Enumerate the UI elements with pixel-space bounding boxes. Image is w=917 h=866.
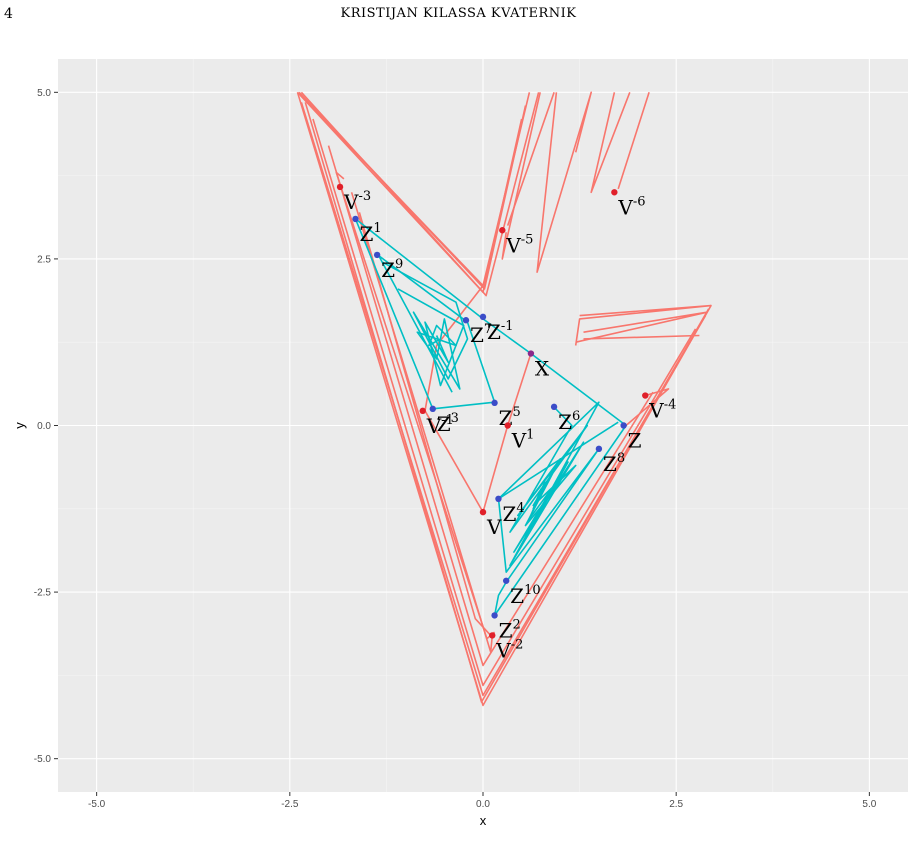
point-marker [550, 403, 558, 411]
point-label: Z3 [437, 411, 459, 436]
cyan-orbit-path [354, 218, 496, 410]
running-head: KRISTIJAN KILASSA KVATERNIK [340, 6, 577, 21]
red-orbit-path [300, 91, 540, 297]
cyan-orbit-path [397, 288, 465, 387]
cyan-orbit-path [497, 401, 600, 567]
x-axis-title: x [480, 813, 487, 828]
red-orbit-path [501, 92, 541, 260]
red-orbit-path [424, 353, 532, 513]
y-tick-label: -5.0 [34, 754, 52, 765]
point-marker [336, 183, 344, 191]
grid [58, 59, 908, 792]
y-tick-label: 5.0 [37, 88, 51, 99]
point-label: Z-1 [487, 319, 514, 344]
red-orbit-path [506, 92, 555, 226]
x-tick-label: -2.5 [281, 799, 299, 810]
point-marker [620, 422, 627, 429]
cyan-orbit-path [497, 421, 619, 583]
cyan-orbit-path [382, 261, 469, 390]
y-axis-title: y [12, 422, 27, 429]
point-marker [642, 392, 649, 399]
point-label: Z4 [502, 501, 524, 526]
red-orbit-path [625, 388, 670, 427]
point-marker [462, 317, 470, 324]
point-marker [419, 407, 426, 415]
red-orbit-path [583, 334, 700, 340]
red-orbit-path [424, 285, 484, 411]
point-marker [495, 495, 502, 502]
point-marker [499, 227, 506, 234]
point-marker [527, 350, 535, 357]
point-label: Z10 [510, 583, 540, 608]
red-orbit-path [536, 91, 592, 273]
red-orbit-path [617, 92, 650, 190]
point-label: Z7 [470, 322, 492, 347]
point-marker [489, 632, 496, 639]
page-number: 4 [4, 6, 13, 22]
ticks-layer: -5.0 -2.5 0.0 2.5 5.0 -5.0 -2.5 0.0 2.5 5.0 [34, 88, 877, 810]
point-label: X [535, 357, 550, 381]
point-marker [373, 251, 381, 259]
point-label: Z9 [381, 257, 403, 282]
point-marker [611, 189, 618, 196]
y-tick-label: 0.0 [37, 421, 51, 432]
point-label: V-6 [617, 194, 645, 219]
point-label: Z2 [499, 617, 521, 642]
red-orbit-path [327, 145, 654, 667]
red-orbit-path [304, 102, 710, 703]
point-marker [595, 445, 603, 453]
red-orbit-path [590, 92, 631, 194]
point-marker [491, 399, 498, 407]
point-marker [479, 313, 487, 321]
point-label: V-3 [343, 189, 371, 214]
point-marker [479, 508, 487, 516]
point-marker [429, 405, 436, 413]
x-tick-label: -5.0 [88, 799, 106, 810]
y-tick-label: -2.5 [34, 588, 52, 599]
point-label: V [486, 515, 502, 539]
red-orbit-path [312, 118, 697, 687]
x-tick-label: 2.5 [669, 799, 683, 810]
x-tick-label: 0.0 [476, 799, 490, 810]
point-label: V1 [511, 428, 535, 453]
point-marker [502, 577, 510, 584]
point-label: Z8 [603, 451, 625, 476]
red-orbit-path [574, 304, 712, 346]
point-marker [504, 422, 511, 429]
point-label: Z6 [558, 409, 580, 434]
point-label: V-1 [426, 413, 454, 438]
point-label: Z [628, 429, 642, 453]
red-orbit-path [358, 212, 492, 636]
y-tick-label: 2.5 [37, 254, 51, 265]
point-marker [491, 612, 498, 619]
red-orbit-path [296, 92, 712, 707]
x-tick-label: 5.0 [862, 799, 876, 810]
point-label: V-5 [505, 232, 533, 257]
point-label: Z1 [360, 221, 382, 246]
point-label: V-4 [648, 398, 676, 423]
point-label: V-2 [495, 637, 523, 662]
point-marker [352, 215, 359, 223]
